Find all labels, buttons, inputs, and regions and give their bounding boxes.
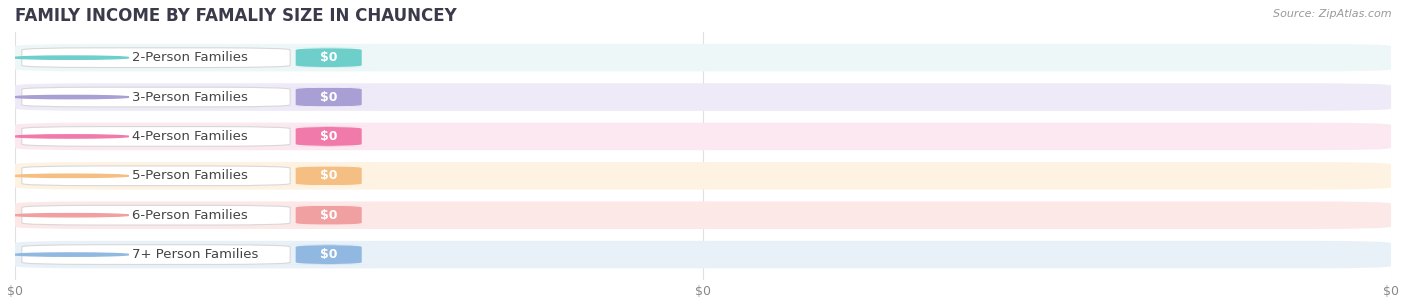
FancyBboxPatch shape xyxy=(22,48,290,67)
FancyBboxPatch shape xyxy=(285,166,371,186)
FancyBboxPatch shape xyxy=(22,127,290,146)
Circle shape xyxy=(13,253,129,256)
Circle shape xyxy=(13,95,129,99)
Text: $0: $0 xyxy=(321,130,337,143)
FancyBboxPatch shape xyxy=(285,87,371,107)
FancyBboxPatch shape xyxy=(285,205,371,225)
Text: 3-Person Families: 3-Person Families xyxy=(132,91,247,103)
Text: 6-Person Families: 6-Person Families xyxy=(132,209,247,222)
Text: FAMILY INCOME BY FAMALIY SIZE IN CHAUNCEY: FAMILY INCOME BY FAMALIY SIZE IN CHAUNCE… xyxy=(15,7,457,25)
Text: $0: $0 xyxy=(321,248,337,261)
FancyBboxPatch shape xyxy=(285,48,371,67)
FancyBboxPatch shape xyxy=(15,241,1391,268)
FancyBboxPatch shape xyxy=(15,83,1391,111)
Text: $0: $0 xyxy=(321,209,337,222)
FancyBboxPatch shape xyxy=(22,87,290,107)
FancyBboxPatch shape xyxy=(15,44,1391,71)
Text: $0: $0 xyxy=(321,169,337,182)
Text: $0: $0 xyxy=(321,91,337,103)
Text: 5-Person Families: 5-Person Families xyxy=(132,169,247,182)
Circle shape xyxy=(13,214,129,217)
Text: 4-Person Families: 4-Person Families xyxy=(132,130,247,143)
FancyBboxPatch shape xyxy=(22,245,290,264)
FancyBboxPatch shape xyxy=(15,201,1391,229)
FancyBboxPatch shape xyxy=(15,162,1391,190)
Circle shape xyxy=(13,56,129,59)
Text: $0: $0 xyxy=(321,51,337,64)
Text: 7+ Person Families: 7+ Person Families xyxy=(132,248,259,261)
FancyBboxPatch shape xyxy=(15,123,1391,150)
FancyBboxPatch shape xyxy=(285,127,371,146)
Circle shape xyxy=(13,135,129,138)
Text: Source: ZipAtlas.com: Source: ZipAtlas.com xyxy=(1274,9,1392,19)
Text: 2-Person Families: 2-Person Families xyxy=(132,51,247,64)
Circle shape xyxy=(13,174,129,178)
FancyBboxPatch shape xyxy=(22,166,290,186)
FancyBboxPatch shape xyxy=(22,205,290,225)
FancyBboxPatch shape xyxy=(285,245,371,264)
